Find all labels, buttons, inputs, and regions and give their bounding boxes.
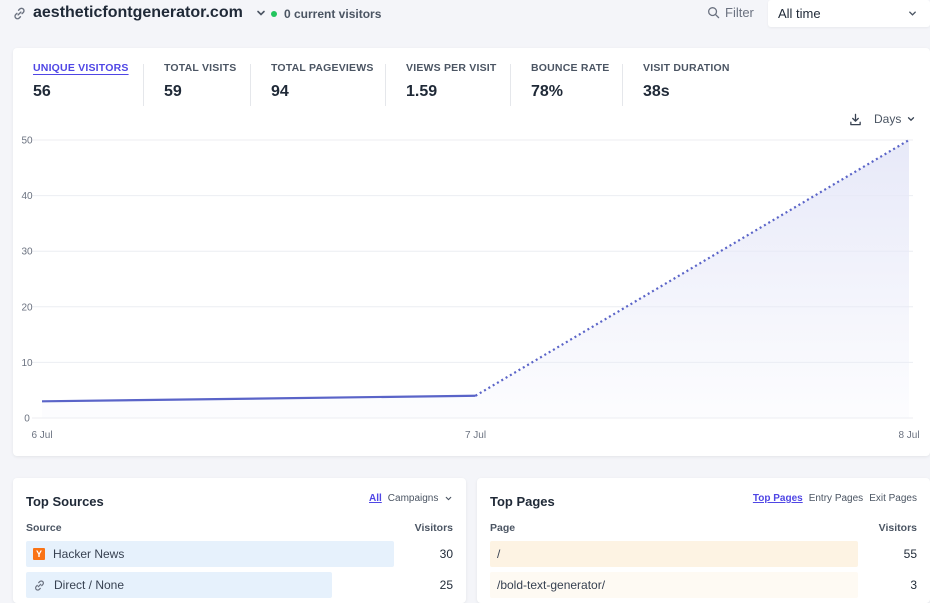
page-row-bold-text-generator[interactable]: /bold-text-generator/ [497,572,605,598]
stat-label: TOTAL VISITS [164,62,237,74]
search-icon [708,7,720,19]
page-visitors: 3 [910,578,917,592]
tab-campaigns[interactable]: Campaigns [387,493,439,504]
top-sources-card: Top Sources All Campaigns Source Visitor… [13,478,466,603]
source-row-hacker-news[interactable]: Y Hacker News [33,541,124,567]
chart-controls: Days [849,112,916,126]
source-label: Direct / None [54,578,125,592]
row-bar [490,572,858,598]
visitors-chart: 0 10 20 30 40 50 6 Jul 7 Jul 8 Jul [21,136,919,442]
stat-total-visits[interactable]: TOTAL VISITS 59 [164,62,236,106]
x-tick-label: 7 Jul [465,430,486,441]
site-name: aestheticfontgenerator.com [33,4,243,21]
chevron-down-icon [908,117,915,122]
download-icon[interactable] [849,113,862,126]
current-visitors[interactable]: 0 current visitors [271,7,381,21]
link-icon [14,7,25,19]
stat-value: 59 [164,83,182,100]
tab-exit-pages[interactable]: Exit Pages [869,493,917,504]
divider [385,64,386,106]
divider [143,64,144,106]
column-header-source: Source [26,522,62,534]
stat-label: TOTAL PAGEVIEWS [271,62,374,74]
time-range-select[interactable]: All time [768,0,930,27]
stat-value: 1.59 [406,83,438,100]
card-title: Top Sources [26,494,104,509]
filter-button[interactable]: Filter [707,5,754,20]
stat-bounce-rate[interactable]: BOUNCE RATE 78% [531,62,609,106]
chevron-down-icon[interactable] [444,494,453,503]
interval-label: Days [874,112,902,126]
interval-select[interactable]: Days [874,112,916,126]
tab-all[interactable]: All [369,493,382,504]
stat-unique-visitors[interactable]: UNIQUE VISITORS 56 [33,62,129,106]
x-tick-label: 6 Jul [31,430,52,441]
column-header-visitors: Visitors [878,522,917,534]
stat-value: 56 [33,83,51,100]
divider [250,64,251,106]
tab-top-pages[interactable]: Top Pages [752,493,803,504]
chevron-down-icon [257,10,265,16]
source-row-direct[interactable]: Direct / None [33,572,124,598]
stat-views-per-visit[interactable]: VIEWS PER VISIT 1.59 [406,62,497,106]
y-tick-label: 50 [21,136,33,147]
stat-label: VIEWS PER VISIT [406,62,497,74]
page-label: / [497,547,501,561]
page-visitors: 55 [903,547,917,561]
stat-value: 94 [271,83,289,100]
hacker-news-icon: Y [33,548,45,560]
row-bar [26,541,394,567]
divider [510,64,511,106]
current-visitors-label: 0 current visitors [284,7,382,21]
row-bar [490,541,858,567]
series-line [41,394,476,403]
source-visitors: 30 [439,547,453,561]
y-tick-label: 30 [21,247,33,258]
site-switcher[interactable]: aestheticfontgenerator.com [12,4,267,22]
tab-entry-pages[interactable]: Entry Pages [808,493,864,504]
card-title: Top Pages [490,494,555,509]
series-line-incomplete [474,139,910,397]
top-bar: aestheticfontgenerator.com 0 current vis… [0,0,930,28]
stat-total-pageviews[interactable]: TOTAL PAGEVIEWS 94 [271,62,374,106]
source-label: Hacker News [53,547,125,561]
stat-label: UNIQUE VISITORS [33,62,129,74]
page-row-root[interactable]: / [497,541,500,567]
top-pages-card: Top Pages Top Pages Entry Pages Exit Pag… [477,478,930,603]
source-visitors: 25 [439,578,453,592]
y-tick-label: 20 [21,302,33,313]
time-range-value: All time [778,6,821,21]
row-bar [26,572,332,598]
column-header-visitors: Visitors [414,522,453,534]
stat-value: 38s [643,83,670,100]
page-label: /bold-text-generator/ [497,578,606,592]
link-icon [35,579,44,591]
stat-label: VISIT DURATION [643,62,730,74]
chevron-down-icon [909,11,916,16]
filter-label: Filter [725,5,754,20]
divider [622,64,623,106]
column-header-page: Page [490,522,516,534]
source-tabs: All Campaigns [369,493,453,504]
series-area [42,140,909,418]
stat-value: 78% [531,83,564,100]
x-tick-label: 8 Jul [898,430,919,441]
stat-label: BOUNCE RATE [531,62,610,74]
y-tick-label: 10 [21,358,33,369]
live-dot [271,11,277,17]
page-tabs: Top Pages Entry Pages Exit Pages [753,493,917,504]
main-stats-card: UNIQUE VISITORS 56 TOTAL VISITS 59 TOTAL… [13,48,930,456]
stat-visit-duration[interactable]: VISIT DURATION 38s [643,62,730,106]
y-tick-label: 0 [24,414,30,425]
y-tick-label: 40 [21,191,33,202]
